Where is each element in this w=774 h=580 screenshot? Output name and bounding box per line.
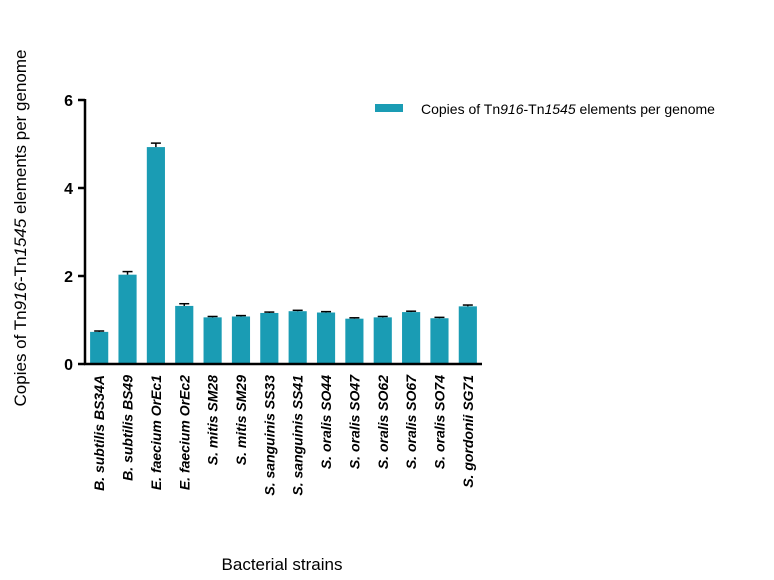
error-bars-group [94, 142, 473, 332]
x-category-label: S. oralis SO74 [431, 375, 447, 469]
bar [316, 312, 336, 364]
x-axis-title: Bacterial strains [222, 555, 343, 574]
bar [345, 318, 364, 364]
bar [118, 274, 137, 364]
y-tick-label: 6 [64, 93, 73, 110]
bar [146, 147, 165, 364]
bar [203, 317, 222, 364]
bar [373, 317, 392, 364]
y-ticks-group: 0 2 4 6 [64, 93, 85, 374]
x-category-label: S. oralis SO44 [318, 375, 334, 469]
x-category-label: E. faecium OrEc1 [148, 375, 164, 490]
bars-group [90, 147, 477, 364]
x-category-label: E. faecium OrEc2 [176, 375, 192, 490]
y-tick-label: 2 [64, 269, 73, 286]
x-category-label: S. oralis SO47 [346, 374, 362, 469]
legend-swatch [375, 104, 403, 112]
y-tick-label: 4 [64, 181, 73, 198]
x-category-label: B. subtilis BS34A [91, 375, 107, 491]
x-category-label: S. mitis SM28 [205, 375, 221, 465]
bar [231, 316, 251, 364]
bar [402, 312, 421, 364]
x-category-label: S. mitis SM29 [233, 375, 249, 465]
x-category-label: B. subtilis BS49 [120, 375, 136, 481]
bar [458, 306, 477, 364]
x-category-labels: B. subtilis BS34A B. subtilis BS49 E. faec… [91, 374, 476, 496]
bar [430, 318, 449, 364]
bar [260, 312, 279, 364]
x-category-label: S. gordonii SG71 [460, 375, 476, 488]
legend-label: Copies of Tn916-Tn1545 elements per geno… [421, 101, 715, 117]
x-category-label: S. sanguinis SS41 [290, 375, 306, 496]
legend: Copies of Tn916-Tn1545 elements per geno… [375, 101, 715, 117]
x-category-label: S. oralis SO62 [375, 375, 391, 469]
y-tick-label: 0 [64, 357, 73, 374]
x-category-label: S. oralis SO67 [403, 374, 419, 469]
bar [175, 305, 194, 364]
bar [90, 331, 109, 364]
y-axis-title: Copies of Tn916-Tn1545 elements per geno… [11, 50, 30, 407]
bar [288, 311, 307, 364]
x-category-label: S. sanguinis SS33 [261, 375, 277, 496]
